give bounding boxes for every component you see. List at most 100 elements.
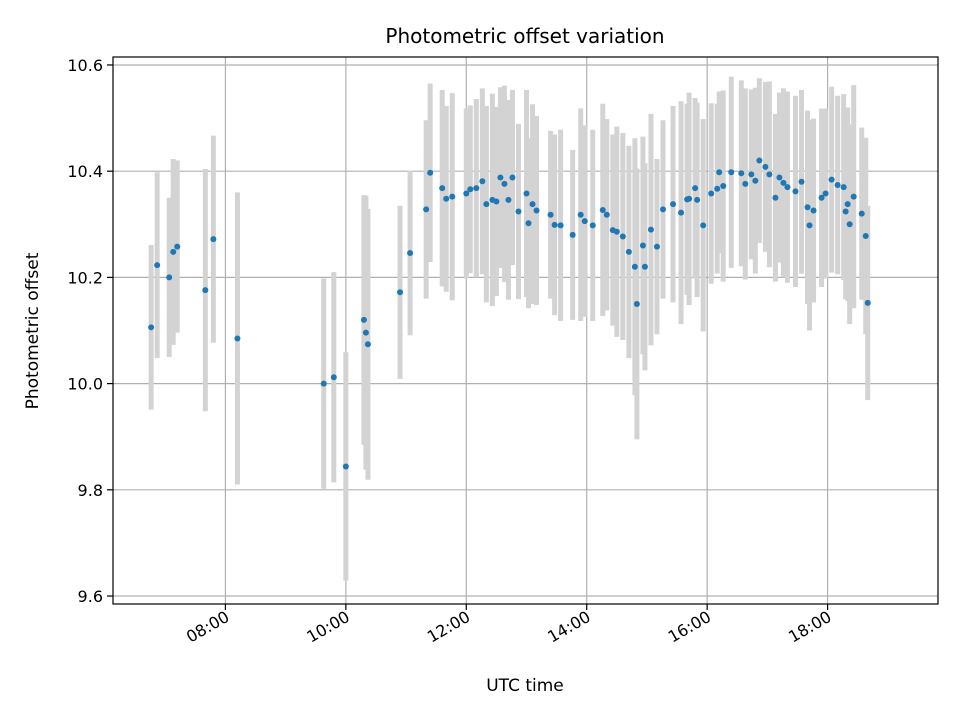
data-point: [708, 190, 715, 197]
data-point: [660, 206, 666, 213]
data-point: [364, 341, 371, 348]
y-axis-title: Photometric offset: [23, 252, 43, 409]
data-point: [581, 218, 588, 225]
y-tick-label: 10.6: [67, 56, 103, 75]
data-point: [828, 176, 835, 183]
data-point: [589, 222, 596, 229]
data-point: [756, 157, 763, 164]
data-point: [577, 211, 584, 218]
data-point: [633, 300, 640, 307]
data-point: [858, 210, 865, 217]
data-point: [483, 201, 490, 208]
data-point: [716, 169, 723, 176]
data-point: [533, 207, 540, 214]
data-point: [423, 206, 430, 213]
data-point: [728, 169, 735, 176]
data-point: [599, 206, 606, 213]
data-point: [798, 178, 805, 185]
data-point: [515, 208, 522, 215]
data-point: [497, 174, 504, 181]
data-points: [148, 157, 871, 470]
data-point: [647, 226, 654, 233]
data-point: [844, 201, 851, 208]
data-point: [834, 181, 841, 188]
data-point: [784, 184, 791, 191]
data-point: [467, 186, 474, 193]
data-point: [864, 299, 871, 306]
data-point: [806, 222, 813, 229]
data-point: [776, 174, 783, 181]
data-point: [547, 211, 554, 218]
data-point: [443, 195, 450, 202]
data-point: [320, 380, 327, 387]
data-point: [748, 171, 755, 178]
data-point: [738, 170, 745, 177]
data-point: [166, 274, 173, 281]
data-point: [362, 329, 369, 336]
data-point: [850, 193, 857, 200]
data-point: [714, 185, 721, 192]
data-point: [473, 185, 480, 192]
data-point: [170, 248, 177, 255]
data-point: [342, 463, 349, 470]
data-point: [766, 171, 773, 178]
data-point: [840, 184, 847, 191]
data-point: [397, 289, 404, 296]
data-point: [148, 324, 155, 331]
data-point: [613, 228, 620, 235]
data-point: [686, 195, 693, 202]
data-point: [772, 194, 779, 201]
data-point: [407, 249, 414, 256]
data-point: [557, 222, 564, 229]
y-tick-label: 10.4: [67, 162, 103, 181]
data-point: [427, 169, 434, 176]
data-point: [842, 208, 849, 215]
data-point: [509, 174, 516, 181]
data-point: [505, 196, 512, 203]
data-point: [619, 233, 626, 240]
data-point: [210, 236, 217, 243]
data-point: [818, 194, 825, 201]
data-point: [603, 211, 610, 218]
data-point: [493, 198, 500, 205]
data-point: [234, 335, 241, 342]
data-point: [792, 188, 799, 195]
data-point: [639, 242, 646, 249]
data-point: [479, 178, 486, 185]
y-tick-label: 9.6: [78, 587, 103, 606]
data-point: [439, 185, 446, 192]
data-point: [700, 222, 707, 229]
data-point: [780, 179, 787, 186]
data-point: [670, 201, 677, 208]
data-point: [653, 243, 660, 250]
data-point: [692, 185, 699, 192]
y-tick-label: 10.0: [67, 375, 103, 394]
data-point: [822, 190, 829, 197]
data-point: [752, 177, 759, 184]
data-point: [862, 232, 869, 239]
x-axis-title: UTC time: [486, 676, 564, 696]
data-point: [330, 374, 337, 381]
y-tick-label: 10.2: [67, 268, 103, 287]
data-point: [551, 221, 558, 228]
data-point: [678, 209, 685, 216]
data-point: [523, 190, 530, 197]
chart-title: Photometric offset variation: [385, 24, 664, 48]
data-point: [694, 196, 701, 203]
data-point: [641, 263, 648, 270]
data-point: [449, 193, 456, 200]
data-point: [720, 183, 727, 190]
data-point: [463, 190, 470, 197]
data-point: [810, 207, 817, 214]
y-tick-label: 9.8: [78, 481, 103, 500]
data-point: [154, 262, 161, 269]
data-point: [525, 220, 532, 227]
data-point: [631, 263, 638, 270]
data-point: [569, 231, 576, 238]
data-point: [501, 180, 508, 187]
data-point: [529, 201, 536, 208]
data-point: [625, 248, 632, 255]
data-point: [202, 287, 209, 294]
data-point: [742, 180, 749, 187]
